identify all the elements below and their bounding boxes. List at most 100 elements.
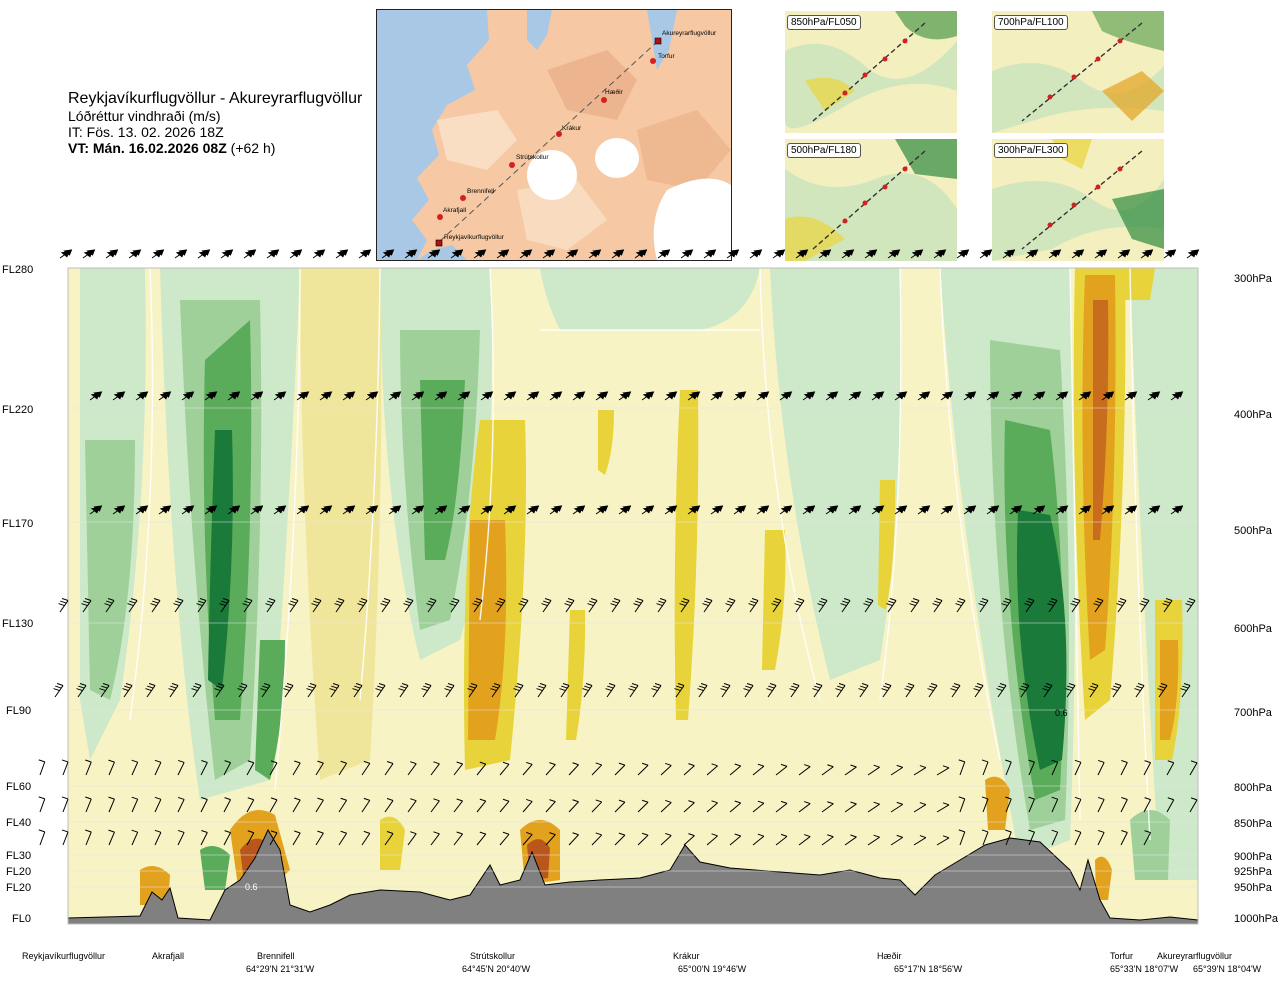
wind-barb bbox=[610, 598, 621, 613]
wind-barb bbox=[108, 759, 115, 776]
wind-barb bbox=[223, 760, 232, 776]
wind-barb bbox=[219, 598, 230, 613]
wind-barb bbox=[798, 834, 811, 846]
wind-barb bbox=[289, 249, 303, 259]
wind-barb bbox=[335, 249, 349, 259]
route-map-points bbox=[435, 37, 662, 247]
inset-850-graphic bbox=[785, 11, 957, 133]
wind-barb bbox=[522, 831, 533, 846]
wind-barb bbox=[848, 391, 862, 401]
wind-barb bbox=[545, 799, 556, 813]
wind-barb bbox=[1157, 683, 1168, 698]
wind-barb bbox=[85, 796, 92, 813]
wind-barb bbox=[683, 763, 695, 776]
wind-barb bbox=[292, 760, 301, 776]
wind-barb bbox=[936, 802, 950, 813]
wind-barb bbox=[108, 829, 115, 846]
wind-barb bbox=[266, 249, 280, 259]
wind-barb bbox=[292, 797, 301, 813]
station-coord: 65°17'N 18°56'W bbox=[894, 964, 963, 974]
wind-barb bbox=[729, 800, 742, 813]
wind-barb bbox=[1093, 598, 1104, 613]
wind-barb bbox=[794, 598, 805, 613]
wind-barb bbox=[779, 391, 793, 401]
wind-barb bbox=[559, 683, 570, 698]
wind-barb bbox=[1070, 598, 1081, 613]
wind-barb bbox=[1028, 829, 1035, 846]
station-labels: Reykjavíkurflugvöllur Akrafjall Brennife… bbox=[22, 951, 1262, 974]
wind-barb bbox=[518, 598, 529, 613]
wind-barb bbox=[1139, 598, 1150, 613]
wind-barb bbox=[733, 505, 747, 515]
wind-barb bbox=[38, 796, 46, 813]
right-axis-labels: 300hPa 400hPa 500hPa 600hPa 700hPa 800hP… bbox=[1234, 273, 1279, 925]
wind-barb bbox=[657, 249, 671, 259]
wind-barb bbox=[545, 762, 556, 776]
wind-barb bbox=[1111, 683, 1122, 698]
right-axis-label: 850hPa bbox=[1234, 818, 1273, 830]
wind-barb bbox=[158, 391, 172, 401]
wind-barb bbox=[913, 802, 927, 813]
right-axis-label: 400hPa bbox=[1234, 409, 1273, 421]
wind-barb bbox=[1065, 683, 1076, 698]
wind-barb bbox=[913, 765, 927, 776]
wind-barb bbox=[963, 505, 977, 515]
wind-barb bbox=[250, 391, 264, 401]
wind-barb bbox=[214, 683, 225, 698]
map-label-haedir: Hæðir bbox=[605, 88, 624, 96]
wind-barb bbox=[108, 796, 115, 813]
left-axis-label: FL90 bbox=[6, 705, 31, 717]
wind-barb bbox=[1005, 829, 1012, 846]
wind-barb bbox=[637, 799, 649, 813]
wind-barb bbox=[766, 683, 777, 698]
wind-barb bbox=[660, 832, 672, 846]
wind-barb bbox=[53, 683, 64, 698]
wind-barb bbox=[357, 598, 368, 613]
wind-barb bbox=[536, 683, 547, 698]
map-label-reykjavik: Reykjavíkurflugvöllur bbox=[444, 234, 505, 241]
wind-barb bbox=[683, 833, 695, 846]
wind-barb bbox=[361, 830, 371, 846]
wind-barb bbox=[131, 829, 139, 846]
wind-barb bbox=[269, 797, 278, 813]
wind-barb bbox=[1116, 598, 1127, 613]
wind-barb bbox=[365, 505, 379, 515]
wind-barb bbox=[595, 505, 609, 515]
left-axis-label: FL20 bbox=[6, 882, 31, 894]
wind-barb bbox=[771, 598, 782, 613]
wind-barb bbox=[981, 829, 989, 846]
wind-barb bbox=[519, 249, 533, 259]
wind-barb bbox=[986, 505, 1000, 515]
wind-barb bbox=[848, 505, 862, 515]
wind-barb bbox=[927, 683, 938, 698]
map-marker-krakur bbox=[556, 131, 562, 137]
wind-barb bbox=[85, 759, 92, 776]
wind-barb bbox=[1088, 683, 1099, 698]
left-axis-label: FL220 bbox=[2, 404, 33, 416]
station-name: Krákur bbox=[673, 951, 700, 961]
wind-barb bbox=[1140, 249, 1154, 259]
wind-barb bbox=[227, 391, 241, 401]
wind-barb bbox=[936, 835, 950, 846]
wind-barb bbox=[522, 798, 533, 813]
wind-barb bbox=[775, 833, 788, 846]
wind-barb bbox=[932, 598, 943, 613]
wind-barb bbox=[940, 391, 954, 401]
inset-500-graphic bbox=[785, 139, 957, 261]
wind-barb bbox=[864, 249, 878, 259]
wind-barb bbox=[1028, 759, 1035, 776]
wind-barb bbox=[269, 830, 278, 846]
wind-barb bbox=[99, 683, 110, 698]
wind-barb bbox=[950, 683, 961, 698]
wind-barb bbox=[476, 831, 487, 846]
wind-barb bbox=[591, 832, 603, 846]
wind-barb bbox=[496, 249, 510, 259]
wind-barb bbox=[490, 683, 501, 698]
wind-barb bbox=[664, 391, 678, 401]
wind-barb bbox=[981, 796, 989, 813]
wind-barb bbox=[637, 762, 649, 776]
wind-barb bbox=[634, 249, 648, 259]
wind-barb bbox=[752, 833, 765, 846]
wind-barb bbox=[361, 797, 371, 813]
wind-barb bbox=[476, 761, 487, 776]
